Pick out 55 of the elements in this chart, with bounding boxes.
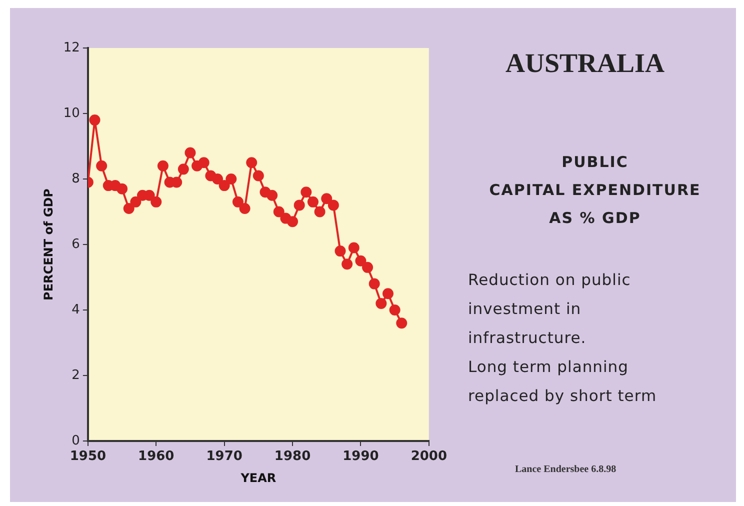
point [321,193,332,204]
text: AUSTRALIA [504,48,666,79]
point [314,206,326,218]
point [355,255,366,266]
point [252,170,264,182]
x-tick-label: 1970 [206,449,242,464]
point [328,200,339,211]
y-tick-label: 10 [63,106,80,121]
point [226,174,237,184]
y-tick-label: 4 [72,302,80,318]
y-tick-label: 8 [72,171,80,186]
x-tick-label: 1990 [342,449,379,464]
point [334,246,346,257]
point [342,258,353,270]
text: Lance Endersbee 6.8.98 [515,464,616,475]
x-tick-label: 2000 [410,449,448,464]
point [123,202,134,214]
point [294,200,305,211]
point [212,174,224,184]
point [116,183,128,194]
point [89,114,100,126]
point [362,262,374,273]
x-tick-label: 1960 [138,449,174,464]
x-axis-title: YEAR [240,470,276,485]
point [178,164,189,175]
point [198,157,210,168]
y-tick-label: 2 [72,368,80,383]
point [150,196,162,208]
point [232,196,244,208]
point [184,147,196,158]
point [96,160,108,172]
x-tick-label: 1950 [70,449,106,464]
text: Reduction on public investment in infrastructure. Long term planning replaced by short term [468,270,658,407]
point [287,216,298,228]
point [130,196,142,208]
y-tick-label: 12 [63,40,80,56]
point [382,288,394,300]
x-tick-label: 1980 [274,449,311,464]
y-tick-label: 0 [72,433,80,448]
point [239,202,250,214]
point [368,278,380,290]
point [307,196,318,208]
point [266,190,278,201]
text: PUBLIC CAPITAL EXPENDITURE AS % GDP [488,152,702,229]
y-axis-title: PERCENT of GDP [41,188,56,300]
point [218,180,230,192]
point [246,157,258,168]
point [273,206,284,218]
point [376,298,387,309]
point [348,242,360,254]
y-tick-label: 6 [72,236,80,252]
point [396,318,408,329]
point [300,186,312,198]
point [389,304,400,316]
point [157,160,168,172]
